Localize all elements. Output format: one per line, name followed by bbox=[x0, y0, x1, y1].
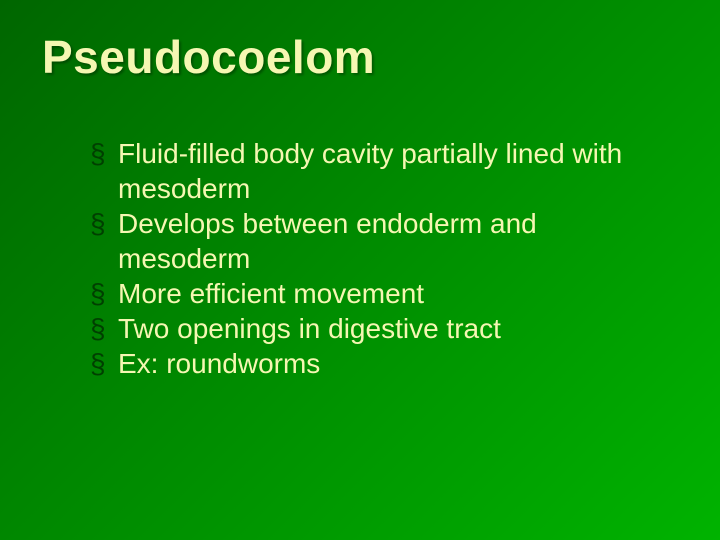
bullet-text: More efficient movement bbox=[118, 276, 660, 311]
slide: Pseudocoelom §Fluid-filled body cavity p… bbox=[0, 0, 720, 540]
bullet-text: Fluid-filled body cavity partially lined… bbox=[118, 136, 660, 206]
bullet-item: §Develops between endoderm and mesoderm bbox=[90, 206, 660, 276]
bullet-list: §Fluid-filled body cavity partially line… bbox=[90, 136, 660, 381]
bullet-text: Ex: roundworms bbox=[118, 346, 660, 381]
bullet-text: Develops between endoderm and mesoderm bbox=[118, 206, 660, 276]
bullet-marker: § bbox=[90, 206, 118, 241]
bullet-marker: § bbox=[90, 346, 118, 381]
bullet-marker: § bbox=[90, 311, 118, 346]
bullet-marker: § bbox=[90, 276, 118, 311]
slide-title: Pseudocoelom bbox=[42, 30, 375, 84]
bullet-text: Two openings in digestive tract bbox=[118, 311, 660, 346]
bullet-item: §Fluid-filled body cavity partially line… bbox=[90, 136, 660, 206]
bullet-marker: § bbox=[90, 136, 118, 171]
bullet-item: §More efficient movement bbox=[90, 276, 660, 311]
bullet-item: §Two openings in digestive tract bbox=[90, 311, 660, 346]
bullet-item: §Ex: roundworms bbox=[90, 346, 660, 381]
